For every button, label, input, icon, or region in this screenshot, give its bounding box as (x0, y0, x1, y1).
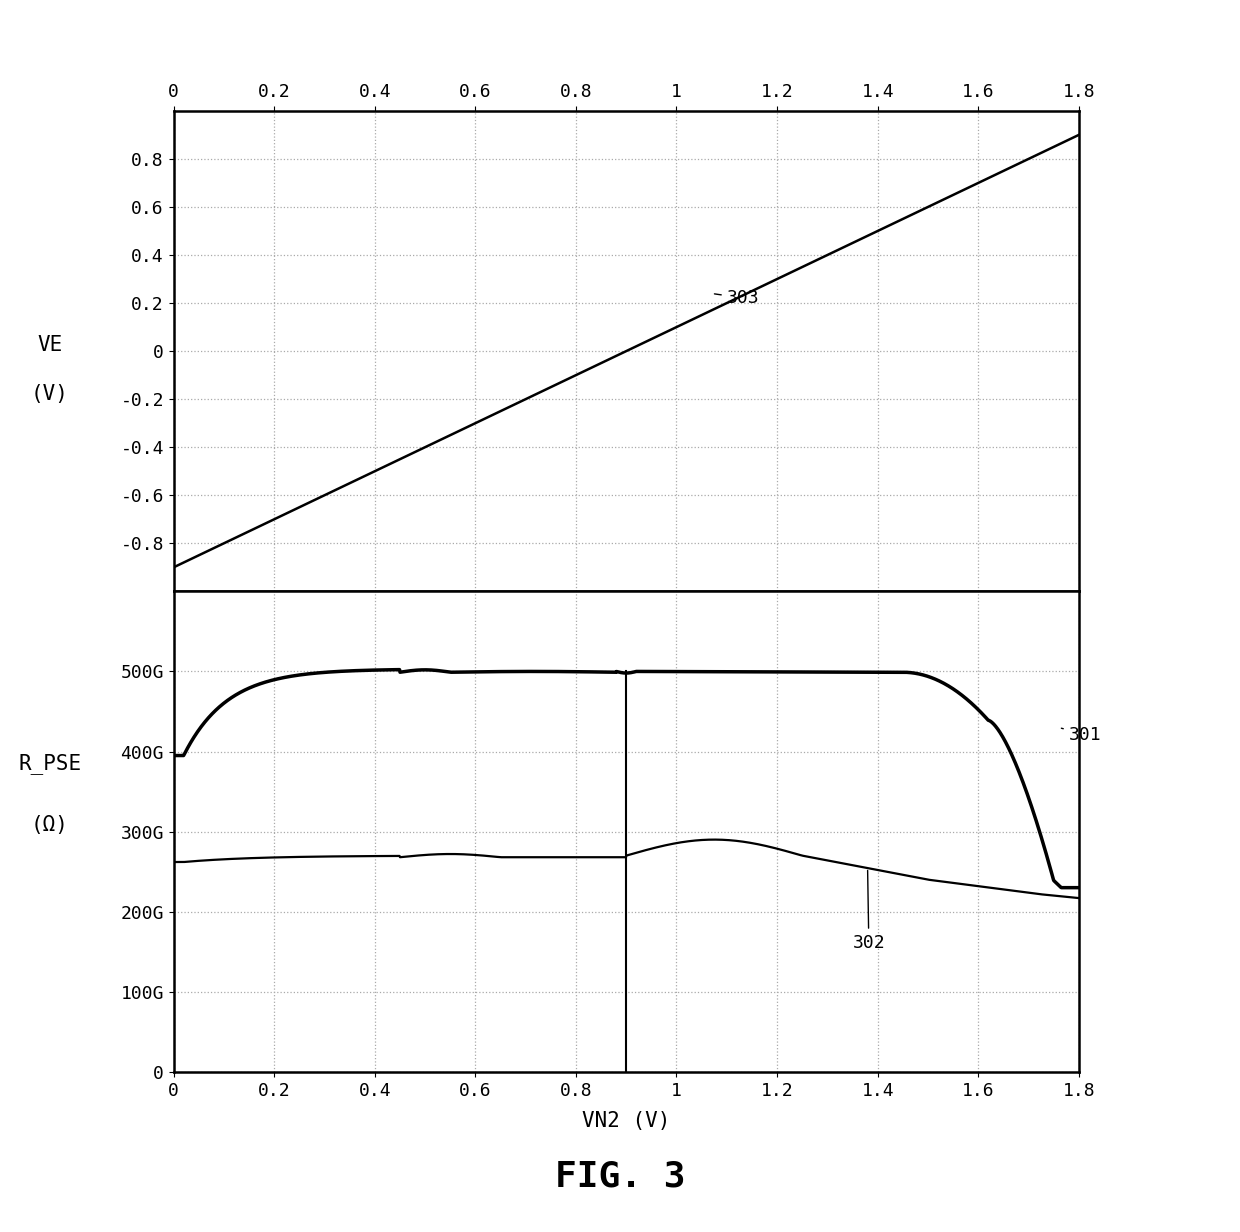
Text: (Ω): (Ω) (31, 816, 68, 835)
Text: FIG. 3: FIG. 3 (554, 1159, 686, 1194)
Text: R_PSE: R_PSE (19, 754, 81, 774)
Text: 301: 301 (1061, 726, 1101, 743)
Text: VE: VE (37, 335, 62, 355)
Text: 302: 302 (853, 871, 885, 951)
Text: 303: 303 (714, 290, 759, 307)
Text: (V): (V) (31, 384, 68, 404)
X-axis label: VN2 (V): VN2 (V) (582, 1111, 671, 1131)
